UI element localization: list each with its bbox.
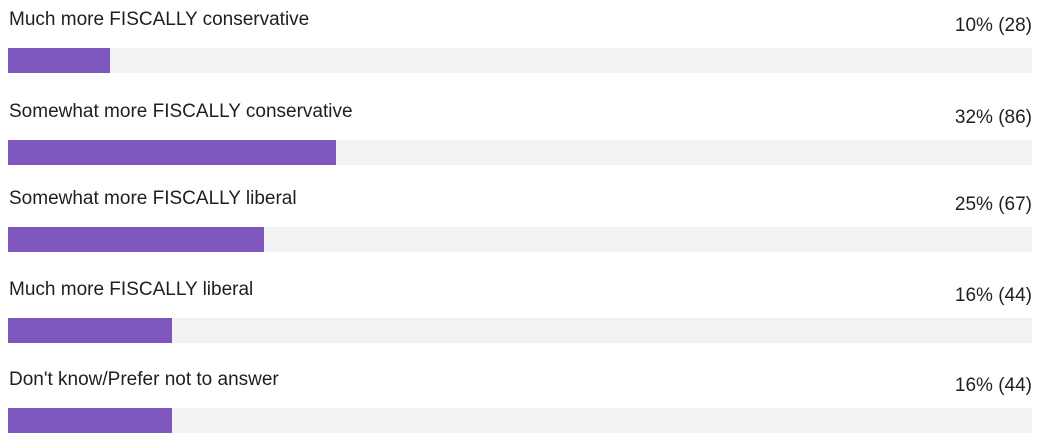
bar-row: Don't know/Prefer not to answer 16% (44) — [8, 366, 1032, 436]
bar-row: Much more FISCALLY liberal 16% (44) — [8, 276, 1032, 346]
bar-fill — [8, 140, 336, 165]
category-label: Somewhat more FISCALLY conservative — [9, 101, 353, 122]
category-label: Much more FISCALLY conservative — [9, 9, 310, 30]
value-label: 16% (44) — [954, 285, 1032, 306]
value-label: 16% (44) — [954, 375, 1032, 396]
category-label: Somewhat more FISCALLY liberal — [9, 188, 297, 209]
bar-row: Somewhat more FISCALLY conservative 32% … — [8, 98, 1032, 168]
bar-track — [8, 140, 1032, 165]
bar-track — [8, 318, 1032, 343]
bar-fill — [8, 408, 172, 433]
bar-track — [8, 408, 1032, 433]
bar-row: Much more FISCALLY conservative 10% (28) — [8, 6, 1032, 76]
bar-fill — [8, 48, 111, 73]
category-label: Don't know/Prefer not to answer — [9, 369, 279, 390]
bar-track — [8, 48, 1032, 73]
bar-fill — [8, 227, 264, 252]
value-label: 32% (86) — [954, 107, 1032, 128]
category-label: Much more FISCALLY liberal — [9, 279, 254, 300]
value-label: 10% (28) — [954, 15, 1032, 36]
bar-fill — [8, 318, 172, 343]
bar-track — [8, 227, 1032, 252]
value-label: 25% (67) — [954, 194, 1032, 215]
bar-row: Somewhat more FISCALLY liberal 25% (67) — [8, 185, 1032, 255]
